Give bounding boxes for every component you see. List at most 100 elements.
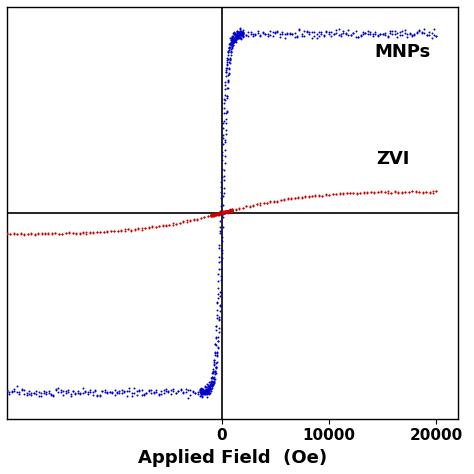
Point <box>72 390 79 398</box>
Point <box>232 35 239 43</box>
Point <box>199 388 206 395</box>
Point <box>249 30 257 37</box>
Point <box>131 226 139 234</box>
Point <box>212 210 219 218</box>
Point <box>229 38 237 46</box>
Point <box>223 207 231 214</box>
Point <box>145 387 153 395</box>
Point <box>313 30 320 37</box>
Point <box>332 191 340 198</box>
Point <box>216 313 223 321</box>
Point <box>208 212 216 219</box>
Point <box>215 209 222 217</box>
Point <box>230 28 238 36</box>
Point <box>223 58 231 65</box>
Point <box>229 39 237 46</box>
Point <box>187 386 194 394</box>
X-axis label: Applied Field  (Oe): Applied Field (Oe) <box>138 449 327 467</box>
Point <box>218 249 226 256</box>
Point <box>201 386 209 393</box>
Point <box>237 26 244 33</box>
Point <box>128 392 136 400</box>
Point <box>208 377 216 384</box>
Point <box>253 201 260 208</box>
Point <box>214 210 222 218</box>
Point <box>386 29 394 36</box>
Point <box>202 386 210 394</box>
Point <box>6 388 13 396</box>
Point <box>223 108 230 115</box>
Point <box>238 28 246 36</box>
Point <box>202 386 210 394</box>
Point <box>205 382 213 390</box>
Point <box>40 387 47 394</box>
Point <box>429 188 437 195</box>
Point <box>201 388 208 396</box>
Point <box>210 211 218 219</box>
Point <box>239 28 247 36</box>
Point <box>150 389 157 397</box>
Point <box>213 210 220 218</box>
Point <box>213 210 221 218</box>
Point <box>65 229 73 237</box>
Point <box>205 388 213 396</box>
Point <box>308 28 316 36</box>
Point <box>209 365 217 373</box>
Point <box>205 378 213 386</box>
Point <box>216 302 224 310</box>
Point <box>260 199 267 207</box>
Point <box>138 226 146 234</box>
Point <box>198 389 205 396</box>
Point <box>423 32 430 39</box>
Point <box>210 211 218 219</box>
Point <box>256 201 264 209</box>
Point <box>55 230 63 238</box>
Point <box>124 226 132 233</box>
Point <box>170 387 177 395</box>
Point <box>227 36 235 44</box>
Point <box>72 390 79 397</box>
Point <box>202 383 210 391</box>
Point <box>229 35 237 42</box>
Point <box>82 228 90 236</box>
Point <box>135 224 142 232</box>
Point <box>242 31 249 39</box>
Point <box>208 211 216 219</box>
Point <box>126 387 133 395</box>
Point <box>294 194 302 201</box>
Point <box>313 34 320 41</box>
Point <box>213 314 220 322</box>
Point <box>147 386 155 393</box>
Point <box>197 389 205 397</box>
Point <box>228 39 236 46</box>
Point <box>208 210 216 218</box>
Point <box>96 392 104 400</box>
Point <box>266 31 274 39</box>
Point <box>217 202 224 210</box>
Point <box>69 229 76 237</box>
Point <box>235 29 242 37</box>
Point <box>145 223 153 231</box>
Point <box>155 222 163 229</box>
Point <box>231 36 238 44</box>
Point <box>233 31 240 39</box>
Point <box>216 209 224 216</box>
Point <box>228 38 235 46</box>
Point <box>143 389 150 396</box>
Point <box>223 209 231 216</box>
Point <box>211 211 219 219</box>
Point <box>322 191 329 199</box>
Point <box>254 29 262 36</box>
Point <box>225 71 232 79</box>
Point <box>224 85 231 92</box>
Point <box>207 385 214 392</box>
Point <box>213 210 221 218</box>
Point <box>256 199 264 207</box>
Point <box>52 385 60 392</box>
Point <box>223 92 231 100</box>
Point <box>201 382 209 390</box>
Point <box>239 33 247 40</box>
Point <box>419 189 427 197</box>
Point <box>205 390 213 397</box>
Point <box>235 33 242 40</box>
